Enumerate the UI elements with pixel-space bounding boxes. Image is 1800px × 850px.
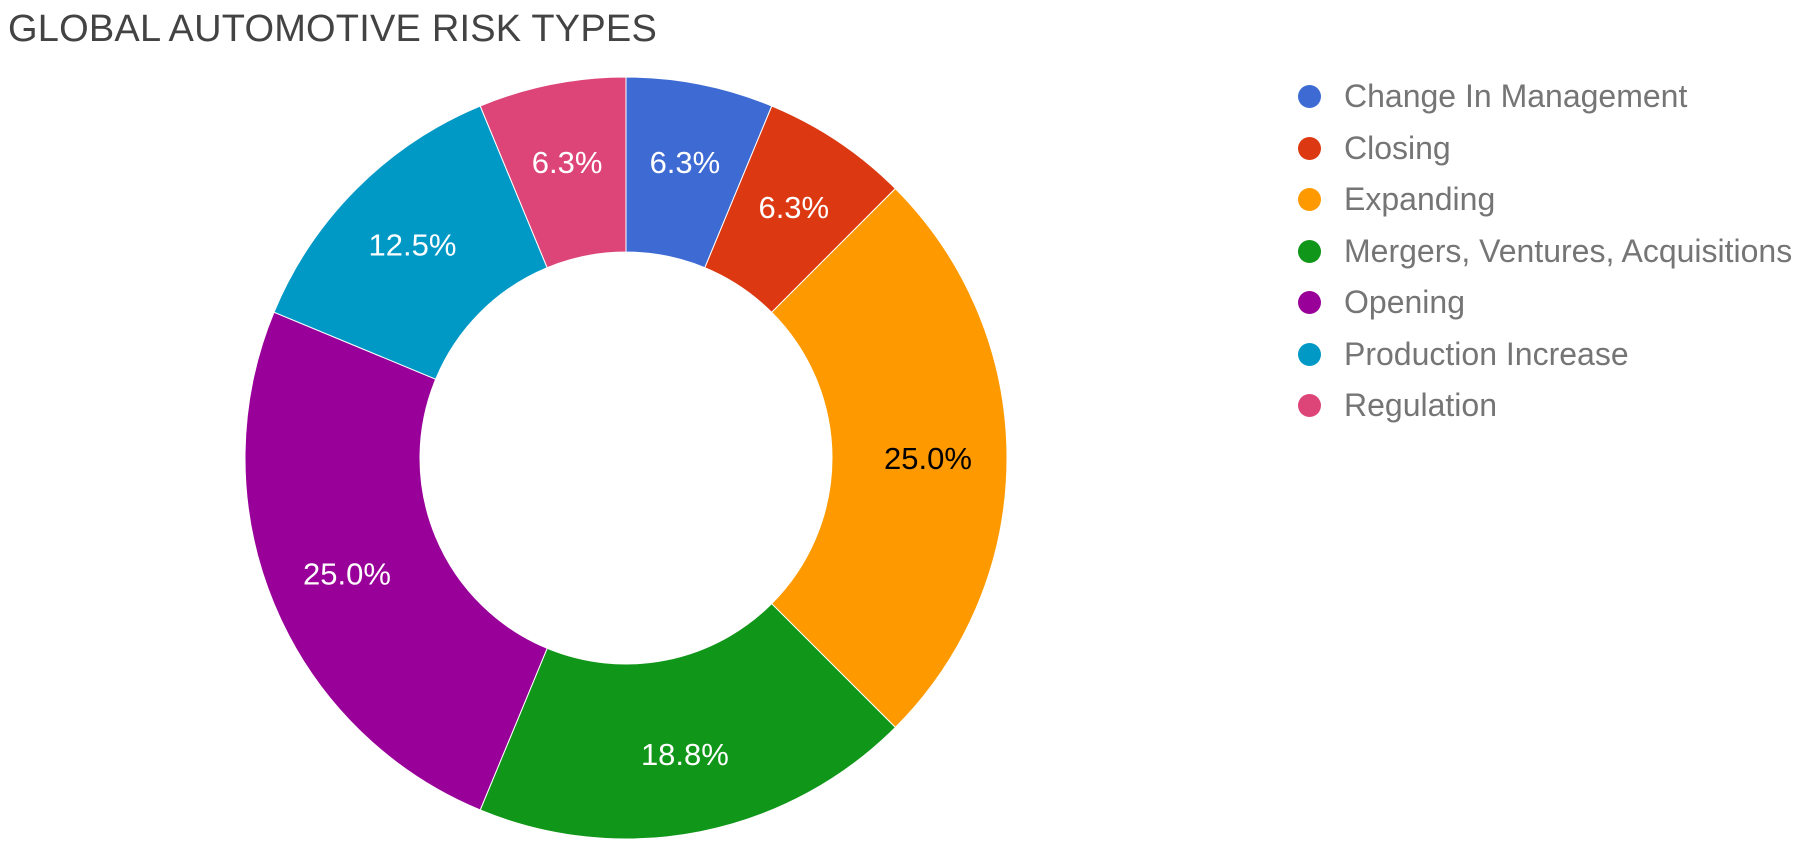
slice-label-mergers-ventures-acquisitions: 18.8% — [641, 737, 729, 772]
pie-slice-regulation[interactable] — [479, 76, 627, 269]
legend-label: Mergers, Ventures, Acquisitions — [1344, 232, 1793, 269]
pie-slice-expanding[interactable] — [770, 187, 1008, 729]
legend-label: Closing — [1344, 129, 1451, 166]
legend-item-closing[interactable]: Closing — [1298, 123, 1792, 175]
legend-label: Expanding — [1344, 181, 1496, 218]
slice-label-production-increase: 12.5% — [369, 228, 457, 263]
legend-swatch-icon — [1298, 239, 1321, 263]
pie-slice-mergers-ventures-acquisitions[interactable] — [479, 602, 897, 840]
legend-swatch-icon — [1298, 342, 1321, 366]
legend-swatch-icon — [1298, 136, 1321, 160]
slice-label-expanding: 25.0% — [884, 441, 972, 476]
legend-label: Production Increase — [1344, 335, 1629, 372]
pie-slice-opening[interactable] — [244, 311, 548, 811]
legend-item-opening[interactable]: Opening — [1298, 277, 1792, 329]
legend-label: Change In Management — [1344, 78, 1688, 115]
legend-swatch-icon — [1298, 291, 1321, 315]
slice-label-regulation: 6.3% — [532, 145, 603, 180]
chart-title: GLOBAL AUTOMOTIVE RISK TYPES — [8, 8, 657, 50]
legend-label: Regulation — [1344, 387, 1497, 424]
legend-item-mergers-ventures-acquisitions[interactable]: Mergers, Ventures, Acquisitions — [1298, 226, 1792, 278]
legend-item-expanding[interactable]: Expanding — [1298, 174, 1792, 226]
legend-swatch-icon — [1298, 394, 1321, 418]
legend-item-change-in-management[interactable]: Change In Management — [1298, 71, 1792, 123]
slice-label-opening: 25.0% — [303, 557, 391, 592]
pie-slice-production-increase[interactable] — [273, 105, 548, 380]
legend-swatch-icon — [1298, 188, 1321, 212]
legend-label: Opening — [1344, 284, 1465, 321]
legend-item-production-increase[interactable]: Production Increase — [1298, 329, 1792, 381]
slice-label-closing: 6.3% — [758, 190, 829, 225]
legend-item-regulation[interactable]: Regulation — [1298, 380, 1792, 432]
legend-swatch-icon — [1298, 85, 1321, 109]
chart-legend: Change In Management Closing Expanding M… — [1298, 71, 1792, 432]
slice-label-change-in-management: 6.3% — [650, 145, 721, 180]
